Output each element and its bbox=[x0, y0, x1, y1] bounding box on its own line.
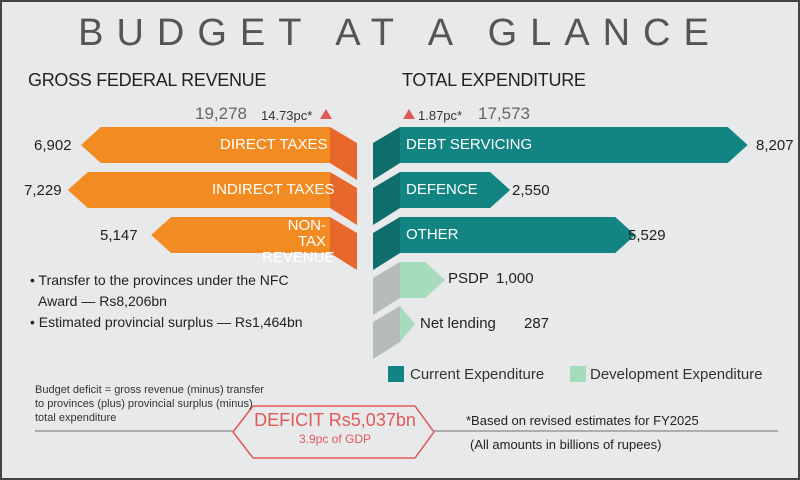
revenue-bar-fold bbox=[330, 172, 357, 225]
formula-line: total expenditure bbox=[35, 412, 117, 424]
up-triangle-icon bbox=[403, 109, 415, 119]
value-indirect-taxes: 7,229 bbox=[24, 182, 62, 199]
expenditure-bar-fold bbox=[373, 217, 400, 270]
note-line: • Transfer to the provinces under the NF… bbox=[30, 272, 289, 288]
legend-development: Development Expenditure bbox=[590, 366, 763, 383]
label-debt-servicing: DEBT SERVICING bbox=[406, 136, 533, 153]
value-psdp: 1,000 bbox=[496, 270, 534, 287]
page-title: BUDGET AT A GLANCE bbox=[78, 12, 722, 54]
footnote-units: (All amounts in billions of rupees) bbox=[470, 437, 662, 452]
label-defence: DEFENCE bbox=[406, 181, 478, 198]
revenue-bar-fold bbox=[330, 217, 357, 270]
revenue-bar bbox=[67, 172, 330, 208]
note-line: • Estimated provincial surplus — Rs1,464… bbox=[30, 314, 303, 330]
label-net-lending: Net lending bbox=[420, 315, 496, 332]
deficit-box bbox=[232, 405, 435, 459]
formula-line: to provinces (plus) provincial surplus (… bbox=[35, 398, 253, 410]
revenue-change: 14.73pc* bbox=[261, 108, 313, 123]
formula-line: Budget deficit = gross revenue (minus) t… bbox=[35, 384, 264, 396]
label-direct-taxes: DIRECT TAXES bbox=[220, 136, 328, 153]
value-direct-taxes: 6,902 bbox=[34, 137, 72, 154]
expenditure-bar bbox=[400, 262, 445, 298]
deficit-label: DEFICIT Rs5,037bn bbox=[254, 410, 416, 430]
value-debt-servicing: 8,207 bbox=[756, 137, 794, 154]
expenditure-heading: TOTAL EXPENDITURE bbox=[402, 70, 586, 90]
label-psdp: PSDP bbox=[448, 270, 489, 287]
deficit-formula: Budget deficit = gross revenue (minus) t… bbox=[35, 383, 264, 425]
revenue-total: 19,278 bbox=[195, 104, 247, 123]
footnote-basis: *Based on revised estimates for FY2025 bbox=[466, 413, 699, 428]
expenditure-bar-fold bbox=[373, 262, 400, 315]
expenditure-bar bbox=[400, 306, 416, 342]
expenditure-bar-fold bbox=[373, 306, 400, 359]
revenue-bar bbox=[80, 127, 330, 163]
value-other: 5,529 bbox=[628, 227, 666, 244]
expenditure-bar-fold bbox=[373, 172, 400, 225]
legend-swatch-current bbox=[388, 366, 404, 382]
legend-swatch-development bbox=[570, 366, 586, 382]
expenditure-change: 1.87pc* bbox=[418, 108, 463, 123]
up-triangle-icon bbox=[320, 109, 332, 119]
value-non-tax-revenue: 5,147 bbox=[100, 227, 138, 244]
revenue-bar-fold bbox=[330, 127, 357, 180]
expenditure-bar-fold bbox=[373, 127, 400, 180]
notes: • Transfer to the provinces under the NF… bbox=[30, 270, 303, 333]
value-defence: 2,550 bbox=[512, 182, 550, 199]
expenditure-total: 17,573 bbox=[478, 104, 530, 123]
label-other: OTHER bbox=[406, 226, 459, 243]
expenditure-bar bbox=[400, 127, 748, 163]
deficit-gdp: 3.9pc of GDP bbox=[298, 432, 372, 446]
expenditure-bar bbox=[400, 217, 636, 253]
legend-current: Current Expenditure bbox=[410, 366, 545, 383]
expenditure-bar bbox=[400, 172, 511, 208]
revenue-bar bbox=[151, 217, 330, 253]
label-non-tax-revenue: NON-TAX REVENUE bbox=[262, 217, 335, 266]
value-net-lending: 287 bbox=[524, 315, 550, 332]
label-indirect-taxes: INDIRECT TAXES bbox=[212, 181, 335, 198]
revenue-heading: GROSS FEDERAL REVENUE bbox=[28, 70, 267, 90]
note-line: Award — Rs8,206bn bbox=[38, 293, 167, 309]
